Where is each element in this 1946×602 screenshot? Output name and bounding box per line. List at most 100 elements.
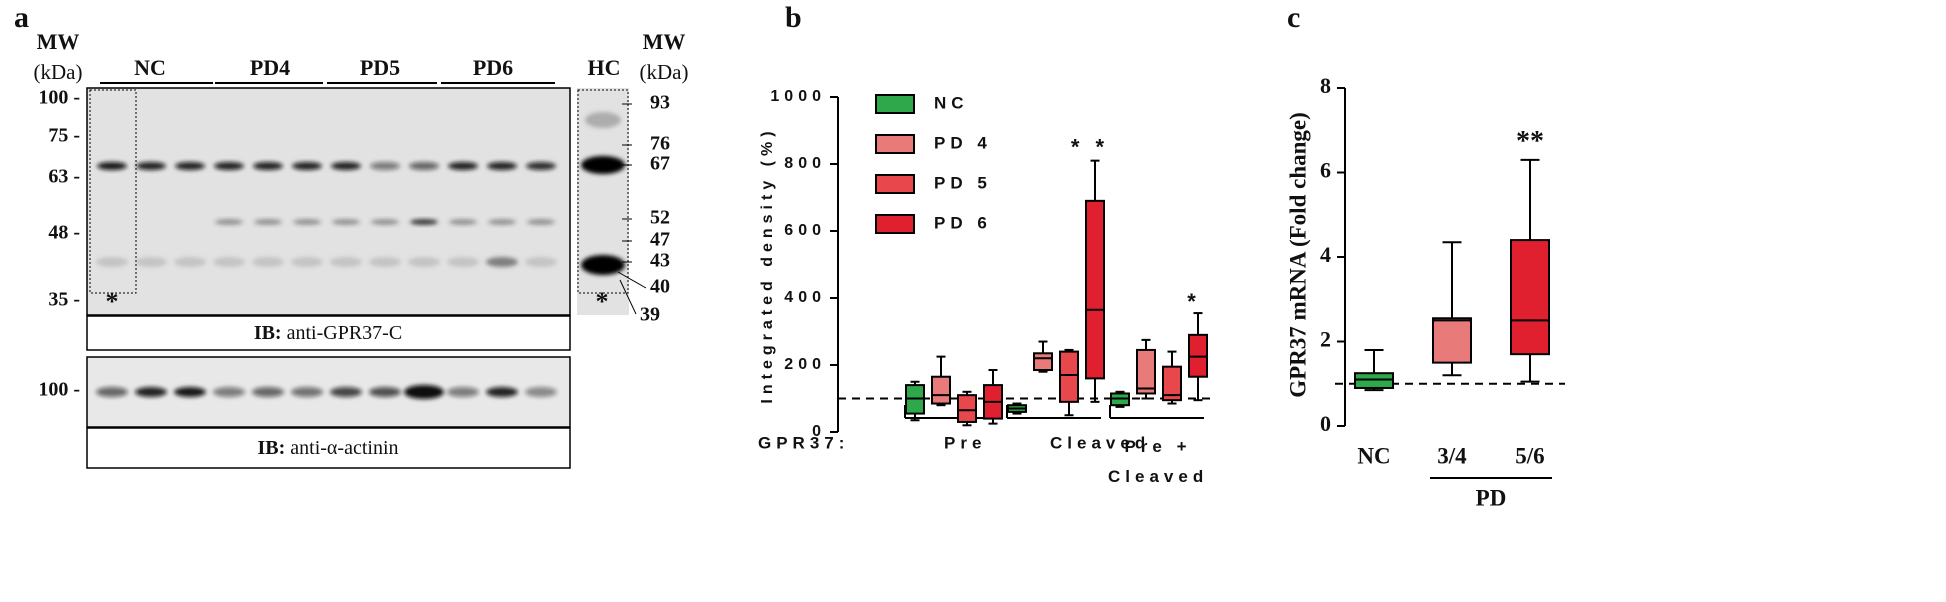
y-tick-label: 800 <box>784 155 826 172</box>
band <box>449 219 477 225</box>
mw-label: 43 <box>650 250 670 272</box>
band <box>96 387 128 397</box>
ib-label: IB: anti-α-actinin <box>257 437 398 459</box>
annotation: ** <box>1516 126 1544 157</box>
ib-antibody: anti-GPR37-C <box>287 322 403 344</box>
mw-unit: (kDa) <box>640 60 689 84</box>
band <box>447 387 479 397</box>
leader <box>617 271 647 289</box>
y-tick-label: 1000 <box>770 88 826 105</box>
band <box>369 387 401 397</box>
x-tick-label: 5/6 <box>1515 443 1544 468</box>
mw-label: 93 <box>650 92 670 114</box>
band <box>330 257 362 267</box>
panel-label: b <box>785 1 802 34</box>
band <box>525 387 557 397</box>
band <box>214 162 244 170</box>
annotation: * <box>1187 289 1201 314</box>
mw-label: 40 <box>650 276 670 298</box>
y-tick-label: 600 <box>784 222 826 239</box>
y-tick-label: 0 <box>812 423 826 440</box>
y-tick-label: 4 <box>1320 242 1331 267</box>
mw-label: 47 <box>650 229 670 251</box>
band <box>254 219 282 225</box>
legend-swatch <box>875 214 915 234</box>
band <box>370 162 400 170</box>
band <box>292 162 322 170</box>
mw-label: 76 <box>650 133 670 155</box>
band <box>332 219 360 225</box>
legend-label: PD 4 <box>934 133 992 152</box>
band <box>410 219 438 225</box>
band <box>213 387 245 397</box>
y-tick-label: 8 <box>1320 73 1331 98</box>
x-tick-label: 3/4 <box>1437 443 1467 468</box>
box <box>1059 350 1079 403</box>
band <box>369 257 401 267</box>
band <box>293 219 321 225</box>
band <box>447 257 479 267</box>
ib-prefix: IB: <box>254 322 282 344</box>
mw-label: 48 - <box>48 222 80 244</box>
mw-label: 75 - <box>48 125 80 147</box>
band <box>135 387 167 397</box>
mw-label: 35 - <box>48 289 80 311</box>
mw-label: 39 <box>640 304 660 326</box>
mw-label: 100 - <box>38 87 80 109</box>
mw-label: 63 - <box>48 166 80 188</box>
ib-prefix: IB: <box>257 437 285 459</box>
category-label: Pre <box>944 433 986 452</box>
band <box>215 219 243 225</box>
band <box>136 162 166 170</box>
band <box>96 257 128 267</box>
box <box>1136 348 1156 395</box>
category-label: Pre + Cleaved <box>1108 437 1209 486</box>
panel-label: a <box>14 1 29 34</box>
mw-title: MW <box>643 29 686 54</box>
y-tick-label: 6 <box>1320 158 1331 183</box>
box <box>1354 372 1394 389</box>
legend-label: NC <box>934 93 969 112</box>
band <box>525 257 557 267</box>
group-label: PD <box>1476 485 1507 510</box>
legend-label: PD 6 <box>934 213 992 232</box>
leader <box>619 279 637 315</box>
dotted-box <box>89 89 137 294</box>
band <box>330 387 362 397</box>
y-axis-label: GPR37 mRNA (Fold change) <box>1285 112 1310 398</box>
band <box>252 257 284 267</box>
ib-box <box>86 315 571 351</box>
y-tick-label: 2 <box>1320 327 1331 352</box>
band <box>527 219 555 225</box>
annotation: * * <box>1071 134 1109 159</box>
mw-label: 100 - <box>38 379 80 401</box>
band <box>486 387 518 397</box>
legend-swatch <box>875 134 915 154</box>
mw-unit: (kDa) <box>34 60 83 84</box>
box <box>931 375 951 405</box>
legend-swatch <box>875 174 915 194</box>
band <box>487 162 517 170</box>
mw-label: 52 <box>650 207 670 229</box>
band <box>291 257 323 267</box>
band <box>585 112 621 128</box>
x-axis-label: GPR37: <box>758 433 849 452</box>
ib-antibody: anti-α-actinin <box>290 437 398 459</box>
band <box>404 385 444 399</box>
band <box>252 387 284 397</box>
mw-label: 67 <box>650 153 670 175</box>
box <box>1162 365 1182 402</box>
ib-box <box>86 427 571 469</box>
box <box>1510 239 1550 356</box>
box <box>1033 352 1053 372</box>
band <box>253 162 283 170</box>
band <box>291 387 323 397</box>
band <box>488 219 516 225</box>
band <box>408 257 440 267</box>
panel-label: c <box>1287 1 1300 34</box>
band <box>174 257 206 267</box>
band <box>486 257 518 267</box>
band <box>448 162 478 170</box>
